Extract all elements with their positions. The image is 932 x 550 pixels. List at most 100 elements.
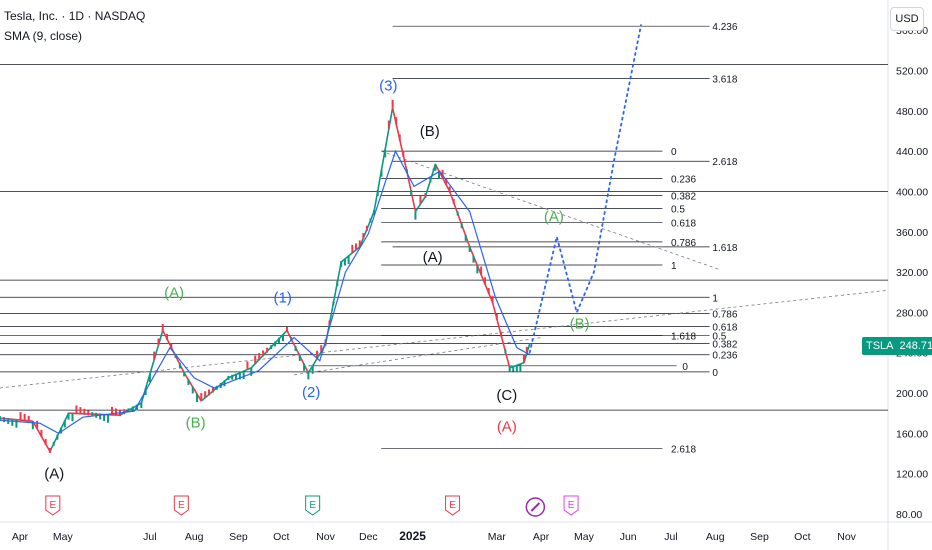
price-candle <box>200 393 203 402</box>
price-candle <box>500 331 503 337</box>
price-candle <box>67 412 70 420</box>
price-candle <box>384 149 387 158</box>
price-candle <box>262 350 265 357</box>
price-candle <box>480 266 483 275</box>
y-tick-label: 80.00 <box>896 509 922 521</box>
price-candle <box>504 349 507 354</box>
x-tick-label: Jul <box>143 531 156 543</box>
last-price-tag: TSLA 248.71 <box>862 337 932 355</box>
price-candle <box>391 99 394 108</box>
price-candle <box>60 427 63 434</box>
price-candle <box>351 244 354 253</box>
earnings-marker[interactable] <box>445 495 461 516</box>
price-candle <box>369 218 372 223</box>
wave-label: (A) <box>423 249 443 266</box>
last-price-value: 248.71 <box>899 340 932 352</box>
price-candle <box>91 412 94 417</box>
earnings-marker-label: E <box>449 500 456 511</box>
price-candle <box>178 362 181 368</box>
price-candle <box>166 333 169 340</box>
price-candle <box>395 117 398 125</box>
price-candle <box>336 281 339 287</box>
price-candle <box>315 350 318 359</box>
price-candle <box>487 288 490 295</box>
fib-label: 0.618 <box>712 323 737 334</box>
price-candle <box>266 347 269 353</box>
price-candle <box>424 193 427 199</box>
price-candle <box>107 414 110 423</box>
fib-label: 0.382 <box>671 191 696 202</box>
y-tick-label: 480.00 <box>896 106 928 118</box>
price-candle <box>0 416 1 421</box>
price-candle <box>387 120 390 129</box>
price-candle <box>63 420 66 428</box>
fib-label: 2.618 <box>712 157 737 168</box>
price-segment <box>286 330 310 374</box>
price-candle <box>79 407 82 415</box>
y-tick-label: 360.00 <box>896 227 928 239</box>
wave-label: (3) <box>379 78 397 95</box>
price-candle <box>445 178 448 186</box>
price-candle <box>148 374 151 383</box>
price-candle <box>483 277 486 285</box>
wave-label: (B) <box>186 414 206 431</box>
earnings-marker[interactable] <box>563 495 579 516</box>
x-tick-label: May <box>574 531 595 543</box>
price-candle <box>3 417 6 423</box>
price-candle <box>512 365 515 372</box>
y-tick-label: 520.00 <box>896 66 928 78</box>
price-candle <box>99 413 102 420</box>
earnings-marker[interactable] <box>45 495 61 516</box>
price-candle <box>174 353 177 358</box>
price-candle <box>358 240 361 248</box>
price-candle <box>311 365 314 374</box>
x-tick-label: Aug <box>706 531 725 543</box>
fib-label: 0.618 <box>671 219 696 230</box>
fib-label: 2.618 <box>671 444 696 455</box>
price-candle <box>215 385 218 390</box>
fib-label: 4.236 <box>712 22 737 33</box>
price-candle <box>522 354 525 363</box>
price-candle <box>238 372 241 380</box>
y-tick-label: 200.00 <box>896 388 928 400</box>
price-candle <box>441 169 444 178</box>
price-candle <box>429 178 432 183</box>
price-candle <box>515 364 518 372</box>
price-candle <box>27 415 30 422</box>
currency-button[interactable]: USD <box>890 7 924 31</box>
price-candle <box>376 189 379 196</box>
price-candle <box>414 211 417 220</box>
x-tick-label: Mar <box>488 531 507 543</box>
price-candle <box>71 413 74 422</box>
price-candle <box>31 421 34 430</box>
x-tick-label: Nov <box>837 531 856 543</box>
price-candle <box>340 261 343 268</box>
price-candle <box>456 211 459 216</box>
price-candle <box>464 234 467 241</box>
y-tick-label: 400.00 <box>896 186 928 198</box>
fib-label: 0.786 <box>671 238 696 249</box>
fib-label: 0 <box>682 362 688 373</box>
sma-line <box>0 149 530 435</box>
price-candle <box>476 265 479 274</box>
wave-label: (C) <box>496 387 517 404</box>
wave-label: (2) <box>302 384 320 401</box>
price-candle <box>298 354 301 361</box>
earnings-marker[interactable] <box>173 495 189 516</box>
y-tick-label: 440.00 <box>896 146 928 158</box>
price-segment <box>414 196 427 213</box>
price-candle <box>36 420 39 429</box>
price-candle <box>508 366 511 372</box>
price-candle <box>246 361 249 370</box>
price-candle <box>23 413 26 421</box>
price-candle <box>103 414 106 422</box>
wave-label: (A) <box>544 209 564 226</box>
fib-label: 3.618 <box>712 75 737 86</box>
x-tick-label: Sep <box>229 531 248 543</box>
price-candle <box>153 351 156 360</box>
earnings-marker[interactable] <box>305 495 321 516</box>
x-tick-label: May <box>53 531 74 543</box>
price-candle <box>204 391 207 399</box>
fib-label: 1.618 <box>671 332 696 343</box>
